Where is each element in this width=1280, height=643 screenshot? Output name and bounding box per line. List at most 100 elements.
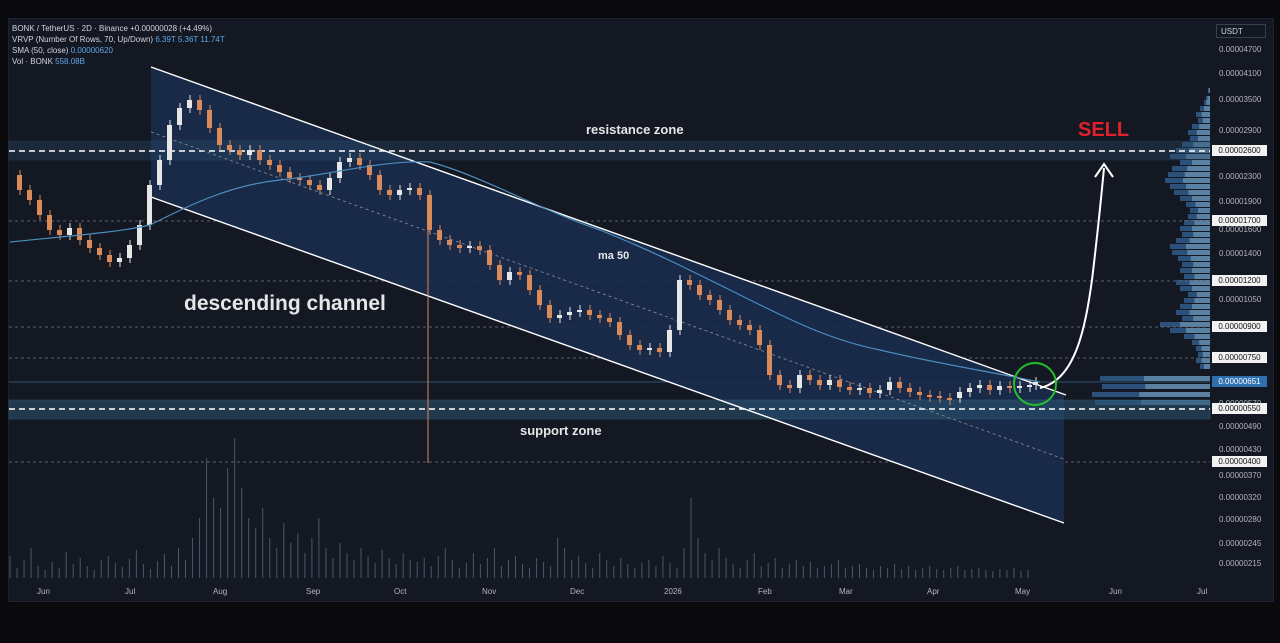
candle-body — [917, 392, 922, 395]
candle-body — [117, 258, 122, 262]
time-tick: Nov — [482, 587, 497, 596]
candle-body — [217, 128, 222, 145]
candle-body — [677, 280, 682, 330]
price-tick: 0.00002300 — [1219, 172, 1262, 181]
candle-body — [407, 188, 412, 190]
candle-body — [97, 248, 102, 255]
candle-body — [37, 200, 42, 215]
candle-body — [827, 380, 832, 385]
volume-profile-bar-up — [1194, 274, 1210, 279]
volume-profile-bar-up — [1201, 112, 1210, 117]
candle-body — [727, 310, 732, 320]
volume-profile-bar-up — [1190, 256, 1210, 261]
candle-body — [907, 388, 912, 392]
candle-body — [277, 165, 282, 172]
channel-upper-line — [150, 66, 1067, 396]
candle-body — [597, 315, 602, 318]
time-tick: Aug — [213, 587, 228, 596]
candle-body — [1033, 382, 1038, 385]
candle-body — [397, 190, 402, 195]
candle-body — [617, 322, 622, 335]
volume-profile-bar-up — [1144, 376, 1210, 381]
candle-body — [387, 190, 392, 195]
legend-vrvp-label: VRVP (Number Of Rows, 70, Up/Down) — [12, 35, 154, 44]
volume-profile-bar-up — [1196, 214, 1210, 219]
candle-body — [967, 388, 972, 392]
candle-body — [937, 396, 942, 398]
descending-channel-label: descending channel — [184, 292, 386, 315]
candle-body — [1027, 385, 1032, 387]
volume-profile-bar-up — [1192, 304, 1210, 309]
candle-body — [87, 240, 92, 248]
volume-profile-bar-up — [1189, 238, 1210, 243]
legend-vrvp[interactable]: VRVP (Number Of Rows, 70, Up/Down) 6.39T… — [12, 34, 225, 45]
volume-profile-bar-up — [1199, 340, 1210, 345]
candle-body — [587, 310, 592, 315]
candle-body — [737, 320, 742, 325]
volume-profile-bar-up — [1208, 88, 1210, 93]
legend-symbol[interactable]: BONK / TetherUS · 2D · Binance +0.000000… — [12, 23, 225, 34]
candle-body — [667, 330, 672, 352]
price-label-box: 0.00002600 — [1212, 145, 1267, 156]
volume-profile-bar-up — [1196, 130, 1210, 135]
candle-body — [57, 230, 62, 235]
candle-body — [147, 185, 152, 225]
candle-body — [527, 275, 532, 290]
volume-profile-bar-up — [1204, 106, 1210, 111]
price-tick: 0.00000280 — [1219, 515, 1262, 524]
candle-body — [327, 178, 332, 190]
volume-profile-bar-up — [1193, 316, 1210, 321]
volume-profile-bar-up — [1198, 208, 1210, 213]
volume-profile-bar-up — [1186, 244, 1210, 249]
price-tick: 0.00004700 — [1219, 45, 1262, 54]
candle-body — [957, 392, 962, 398]
candle-body — [837, 380, 842, 387]
legend-vol[interactable]: Vol · BONK 558.08B — [12, 56, 225, 67]
legend-vol-value: 558.08B — [55, 57, 85, 66]
candle-body — [607, 318, 612, 322]
volume-profile-bar-up — [1204, 364, 1210, 369]
volume-profile-bar-up — [1193, 142, 1210, 147]
price-tick: 0.00004100 — [1219, 69, 1262, 78]
candle-body — [417, 188, 422, 195]
candle-body — [17, 175, 22, 190]
candle-body — [507, 272, 512, 280]
price-tick: 0.00000215 — [1219, 559, 1262, 568]
candle-body — [307, 180, 312, 185]
candle-body — [627, 335, 632, 345]
candle-body — [107, 255, 112, 262]
legend-sma-label: SMA (50, close) — [12, 46, 69, 55]
candle-body — [867, 388, 872, 393]
ma-50-line — [9, 161, 1041, 383]
volume-profile-bar-up — [1187, 166, 1210, 171]
candle-body — [67, 228, 72, 235]
price-tick: 0.00000490 — [1219, 422, 1262, 431]
candle-body — [847, 387, 852, 390]
support-zone-label: support zone — [520, 423, 602, 438]
candle-body — [137, 225, 142, 245]
candle-body — [297, 178, 302, 180]
candle-body — [577, 310, 582, 312]
volume-profile-bar-up — [1184, 172, 1210, 177]
time-tick: Jun — [1109, 587, 1122, 596]
price-tick: 0.00000370 — [1219, 471, 1262, 480]
candle-body — [27, 190, 32, 200]
candle-body — [157, 160, 162, 185]
candle-body — [567, 312, 572, 315]
candle-body — [787, 385, 792, 388]
volume-profile-bar-up — [1201, 358, 1210, 363]
currency-button[interactable]: USDT — [1216, 24, 1266, 38]
legend-sma[interactable]: SMA (50, close) 0.00000620 — [12, 45, 225, 56]
candle-body — [877, 390, 882, 393]
candle-body — [197, 100, 202, 110]
candle-body — [767, 345, 772, 375]
candle-body — [947, 398, 952, 400]
time-tick: Jul — [1197, 587, 1208, 596]
volume-profile-bar-up — [1193, 262, 1210, 267]
volume-profile-bar-up — [1192, 226, 1210, 231]
candle-body — [487, 250, 492, 265]
candle-body — [637, 345, 642, 350]
price-label-box: 0.00000400 — [1212, 456, 1267, 467]
candle-body — [777, 375, 782, 385]
